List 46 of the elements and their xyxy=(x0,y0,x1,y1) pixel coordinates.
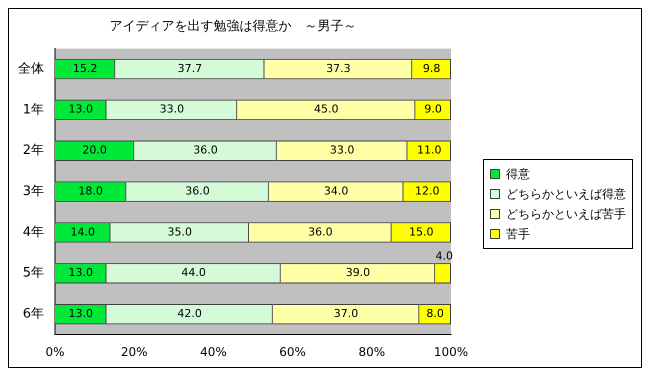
data-label: 18.0 xyxy=(78,184,103,198)
data-label: 35.0 xyxy=(167,225,192,238)
legend-label: 苦手 xyxy=(506,226,530,243)
chart-title: アイディアを出す勉強は得意か ～男子～ xyxy=(110,19,356,34)
data-label: 12.0 xyxy=(414,184,440,198)
data-label: 9.0 xyxy=(424,102,442,116)
data-label: 14.0 xyxy=(70,225,95,238)
data-label: 44.0 xyxy=(181,266,206,280)
data-label: 42.0 xyxy=(177,307,202,320)
data-label: 13.0 xyxy=(68,307,93,320)
y-tick-label: 3年 xyxy=(22,184,44,199)
data-label: 33.0 xyxy=(330,144,354,157)
data-label: 13.0 xyxy=(68,102,93,116)
y-tick-label: 全体 xyxy=(18,61,44,76)
x-tick-label: 100% xyxy=(434,344,468,359)
data-label: 20.0 xyxy=(82,144,107,157)
data-label: 37.7 xyxy=(178,62,202,75)
data-label: 4.0 xyxy=(436,249,453,262)
data-label: 9.8 xyxy=(422,62,440,75)
legend-label: どちらかといえば苦手 xyxy=(506,206,626,223)
data-label: 15.0 xyxy=(409,225,434,238)
data-label: 36.0 xyxy=(185,184,210,198)
x-tick-label: 20% xyxy=(120,344,148,359)
legend-label: 得意 xyxy=(506,166,530,183)
x-tick-label: 80% xyxy=(358,344,386,359)
data-label: 11.0 xyxy=(416,144,442,157)
y-tick-label: 6年 xyxy=(22,306,44,322)
data-label: 15.2 xyxy=(72,62,98,75)
y-tick-label: 4年 xyxy=(22,224,44,240)
y-tick-label: 5年 xyxy=(22,266,44,281)
data-label: 36.0 xyxy=(308,225,333,238)
data-label: 45.0 xyxy=(314,102,339,116)
x-tick-label: 60% xyxy=(279,344,306,359)
data-label: 34.0 xyxy=(324,184,348,198)
y-tick-label: 1年 xyxy=(22,102,44,118)
data-label: 37.0 xyxy=(334,307,358,320)
x-tick-label: 0% xyxy=(45,344,65,359)
legend-label: どちらかといえば得意 xyxy=(506,186,626,203)
data-label: 13.0 xyxy=(68,266,93,280)
data-label: 36.0 xyxy=(193,144,218,157)
data-label: 39.0 xyxy=(346,266,370,280)
data-label: 37.3 xyxy=(326,62,351,75)
y-tick-label: 2年 xyxy=(22,143,44,158)
x-tick-label: 40% xyxy=(200,344,227,359)
data-label: 33.0 xyxy=(160,102,184,116)
data-label: 8.0 xyxy=(426,307,444,320)
